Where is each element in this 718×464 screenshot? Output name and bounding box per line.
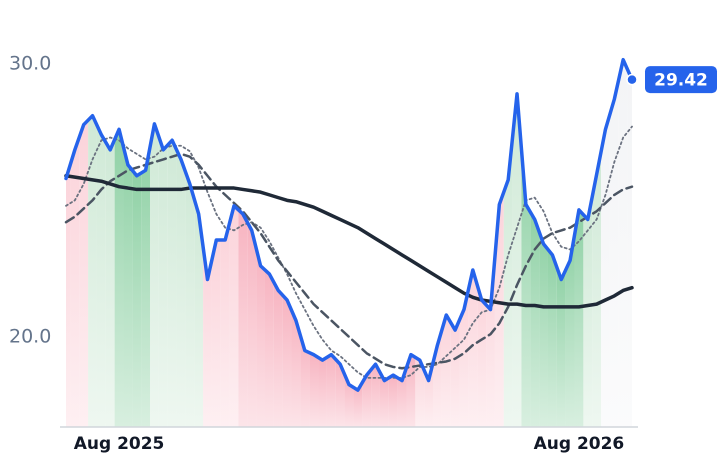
area-slice (450, 319, 460, 427)
area-slice (371, 364, 380, 427)
area-slice (574, 209, 584, 427)
area-slice (415, 357, 425, 427)
area-slice (229, 205, 239, 427)
area-slice (601, 114, 610, 428)
area-slice (132, 170, 142, 428)
area-slice (220, 222, 230, 427)
area-slice (88, 115, 97, 427)
area-slice (247, 222, 257, 427)
area-slice (388, 375, 398, 427)
area-slice (150, 123, 159, 427)
area-slice (627, 69, 632, 428)
series-line (65, 125, 633, 379)
y-tick-label: 20.0 (9, 325, 51, 347)
x-tick-label: Aug 2025 (74, 434, 165, 454)
last-point (626, 73, 638, 86)
line-layer (64, 57, 638, 392)
area-slice (238, 209, 248, 427)
area-slice (441, 315, 451, 427)
area-slice (521, 149, 531, 427)
area-slice (114, 129, 124, 427)
x-tick-label: Aug 2026 (534, 434, 625, 454)
area-slice (211, 239, 221, 427)
area-slice (512, 93, 522, 427)
area-slice (539, 231, 548, 427)
area-slice (477, 285, 487, 427)
area-slice (176, 149, 186, 428)
area-slice (96, 125, 106, 427)
area-slice (335, 359, 345, 427)
area-slice (256, 248, 265, 427)
area-layer (66, 59, 632, 428)
series-line (64, 57, 634, 392)
area-slice (158, 136, 168, 427)
area-slice (353, 382, 363, 427)
area-slice (556, 267, 566, 427)
area-slice (66, 164, 71, 428)
area-slice (362, 369, 372, 427)
area-slice (565, 235, 575, 427)
area-slice (273, 282, 283, 427)
series-line (64, 174, 634, 309)
area-slice (618, 59, 628, 427)
area-slice (79, 120, 89, 428)
area-slice (194, 198, 204, 427)
area-slice (123, 147, 133, 427)
area-slice (167, 140, 177, 427)
area-slice (379, 372, 389, 427)
area-slice (141, 147, 151, 427)
area-slice (592, 151, 602, 427)
area-slice (459, 289, 469, 427)
area-slice (291, 310, 301, 427)
area-slice (503, 136, 513, 427)
area-slice (583, 196, 593, 427)
area-slice (282, 295, 292, 427)
last-value-label: 29.42 (654, 71, 708, 91)
area-slice (318, 357, 327, 427)
area-slice (264, 269, 274, 427)
label-layer: 29.42 20.0 30.0 Aug 2025 Aug 2026 (9, 52, 717, 454)
area-slice (609, 79, 619, 427)
area-slice (397, 367, 407, 427)
y-tick-label: 30.0 (9, 52, 51, 74)
area-slice (530, 211, 540, 427)
area-slice (309, 352, 319, 427)
area-slice (203, 246, 212, 427)
area-slice (300, 335, 310, 427)
series-line (64, 152, 634, 370)
area-slice (185, 171, 195, 427)
last-value-badge (645, 66, 717, 94)
area-slice (70, 137, 80, 427)
area-slice (326, 354, 336, 427)
area-slice (105, 139, 115, 427)
area-slice (468, 269, 478, 427)
area-slice (547, 249, 557, 427)
